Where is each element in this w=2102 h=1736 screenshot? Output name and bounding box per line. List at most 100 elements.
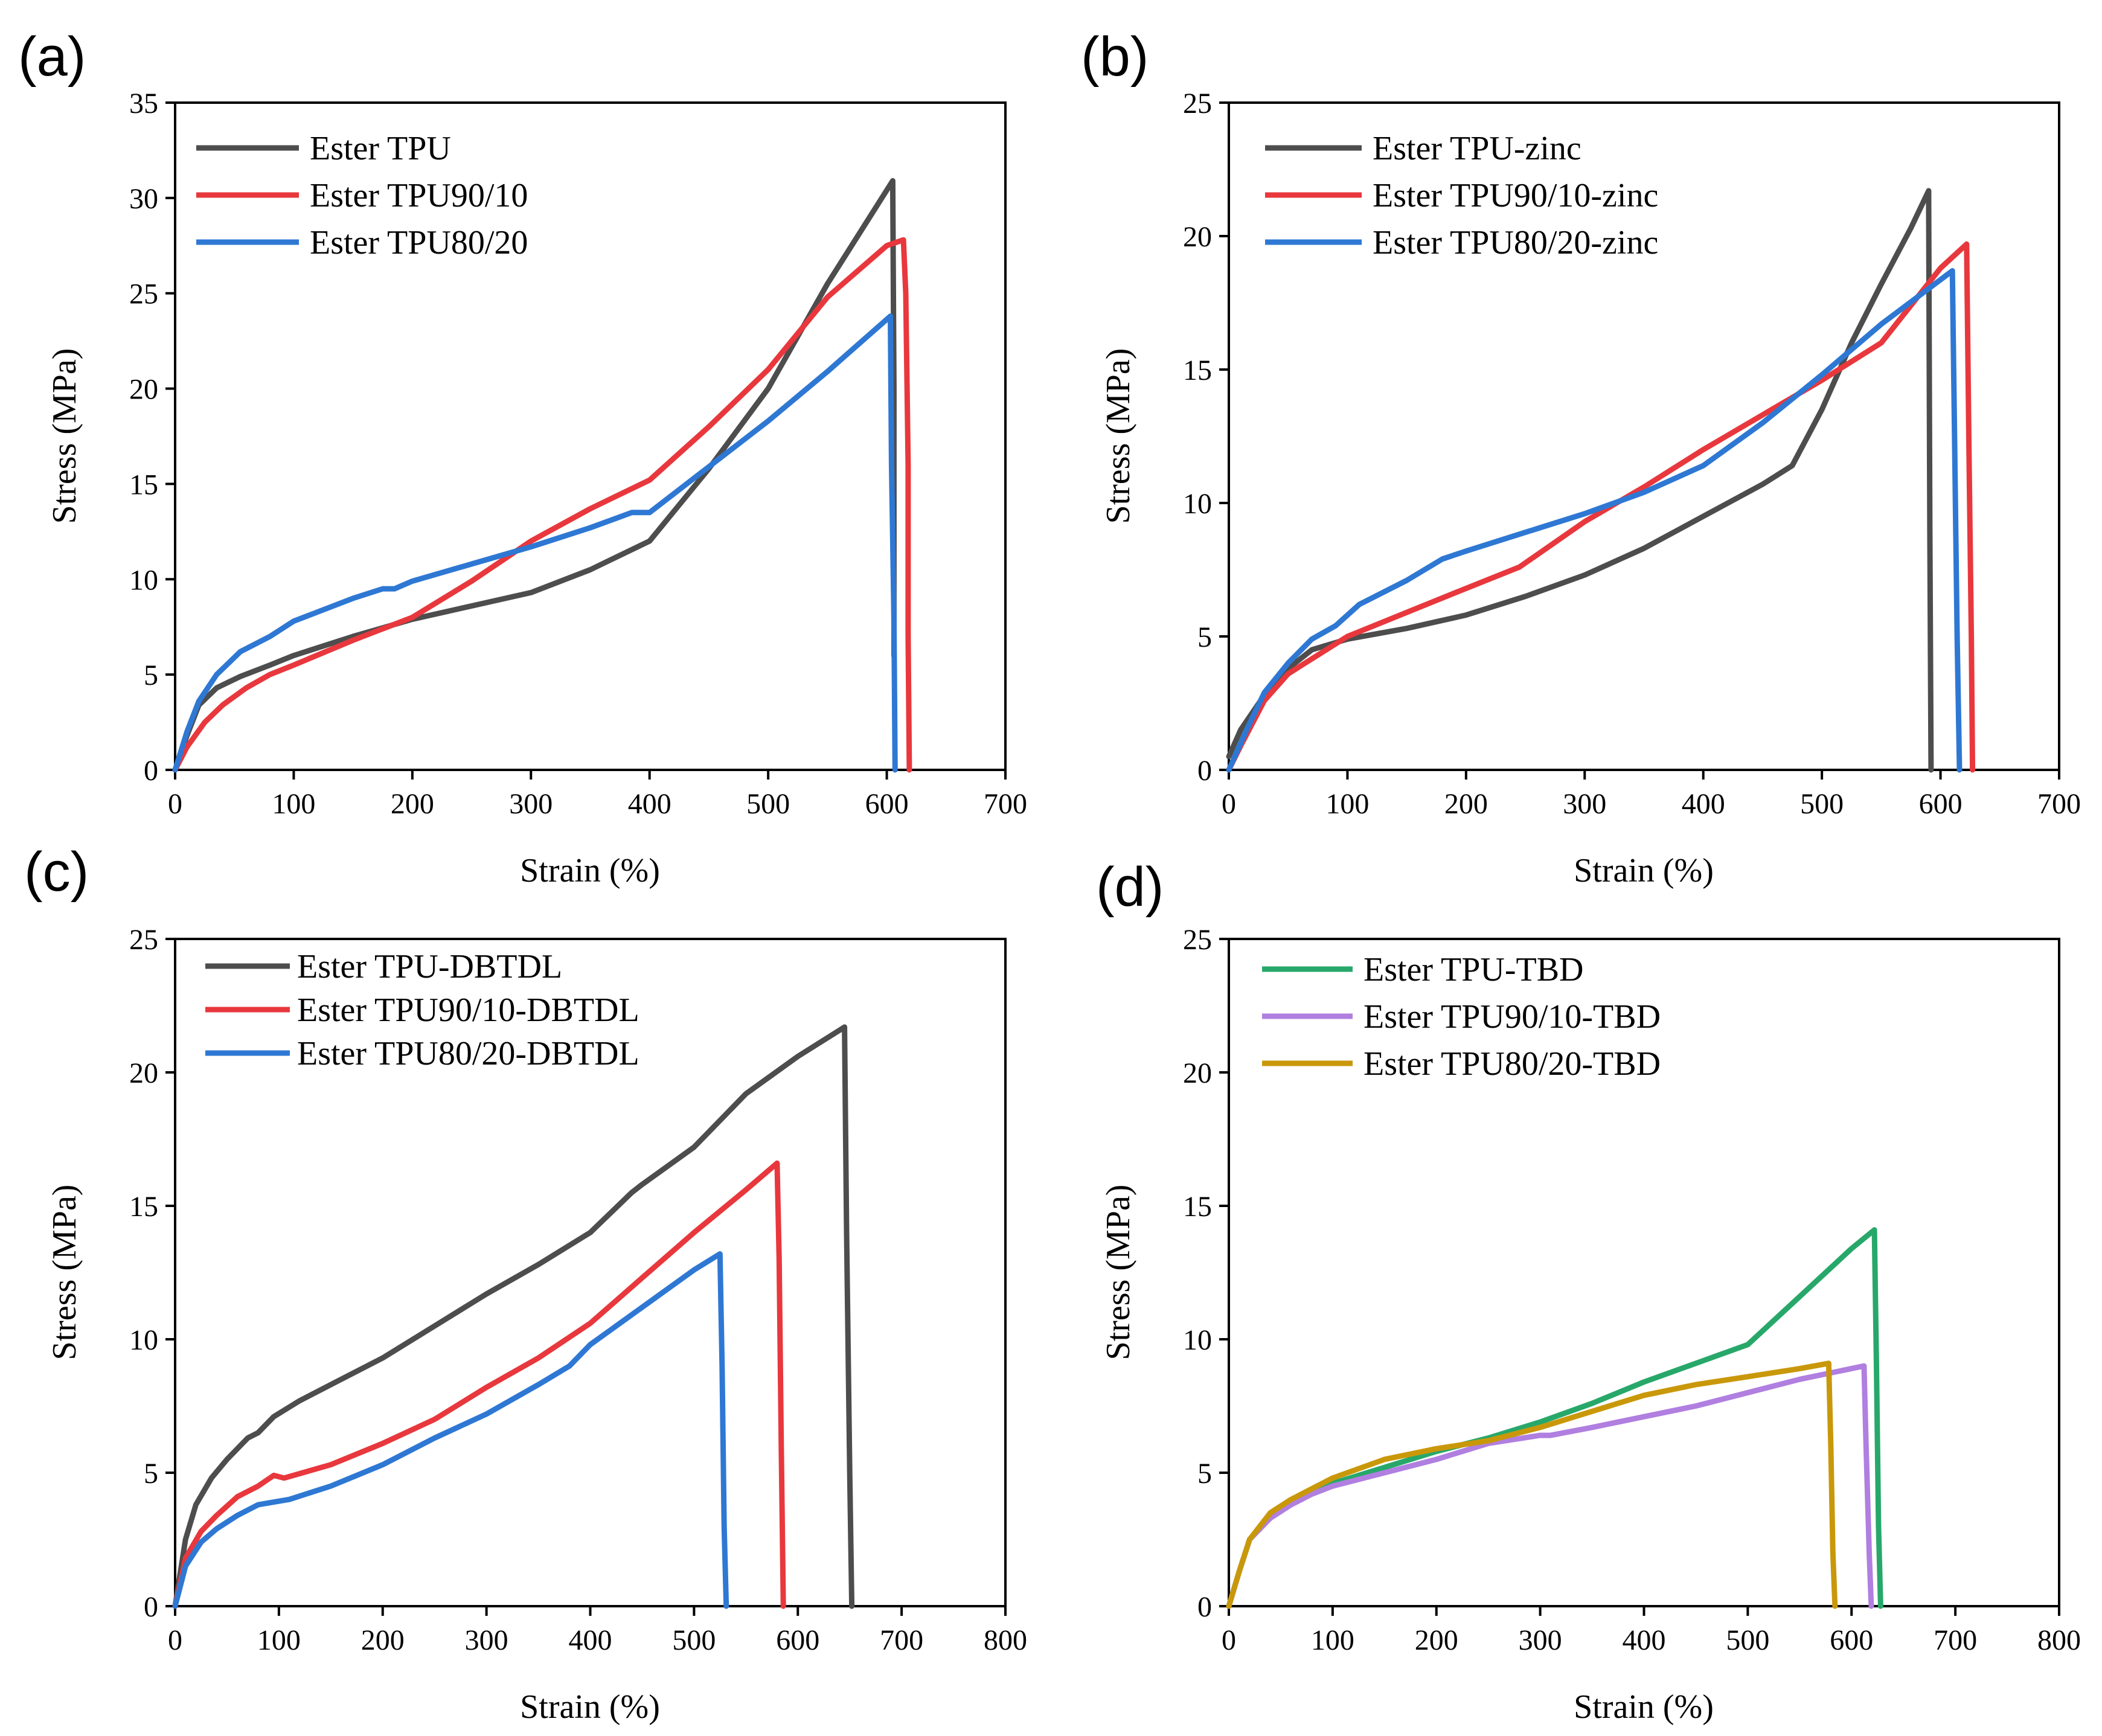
panel-label: (c)	[24, 841, 89, 903]
y-tick-label: 5	[1197, 621, 1212, 653]
legend-label: Ester TPU90/10-TBD	[1363, 998, 1661, 1036]
x-tick-label: 800	[2037, 1624, 2081, 1656]
x-axis-title: Strain (%)	[1574, 1688, 1714, 1726]
y-tick-label: 30	[129, 183, 158, 215]
ticks: 0 100 200 300 400 500 600 700 800 0 5 10 15 20 25	[1183, 924, 2081, 1656]
y-axis-title: Stress (MPa)	[46, 348, 83, 524]
series-layer	[172, 178, 912, 773]
y-axis-title: Stress (MPa)	[1100, 348, 1137, 524]
y-tick-label: 25	[129, 924, 158, 956]
plot-frame	[174, 101, 1007, 771]
x-axis-title: Strain (%)	[1574, 852, 1714, 889]
y-tick-label: 35	[129, 88, 158, 120]
x-tick-label: 200	[361, 1624, 405, 1656]
y-tick-label: 10	[1183, 1324, 1212, 1356]
x-tick-label: 600	[776, 1624, 819, 1656]
x-tick-label: 0	[168, 1624, 182, 1656]
y-tick-label: 20	[1183, 1057, 1212, 1089]
y-tick-label: 25	[1183, 924, 1212, 956]
panel-d: (d) Strain (%) Stress (MPa) 0 100 200 300 40…	[1096, 856, 2081, 1726]
x-axis-title: Strain (%)	[520, 852, 660, 889]
x-tick-label: 600	[1919, 788, 1963, 820]
series-line	[172, 237, 912, 773]
legend-label: Ester TPU80/20-TBD	[1363, 1045, 1661, 1083]
x-tick-label: 400	[1682, 788, 1725, 820]
x-tick-label: 300	[465, 1624, 508, 1656]
x-tick-label: 400	[569, 1624, 612, 1656]
x-tick-label: 500	[1726, 1624, 1769, 1656]
y-tick-label: 10	[129, 564, 158, 596]
panel-label: (b)	[1081, 26, 1149, 88]
x-tick-label: 100	[1311, 1624, 1354, 1656]
series-line	[1226, 268, 1963, 773]
legend-label: Ester TPU90/10-DBTDL	[297, 991, 639, 1029]
y-tick-label: 20	[1183, 221, 1212, 253]
y-tick-label: 20	[129, 374, 158, 406]
legend: Ester TPU-DBTDL Ester TPU90/10-DBTDL Ester…	[205, 948, 639, 1072]
series-line	[172, 1160, 786, 1609]
ticks: 0 100 200 300 400 500 600 700 0 5 10 15 20 25	[1183, 88, 2081, 820]
y-tick-label: 5	[144, 1458, 158, 1490]
plot-frame	[1228, 938, 2060, 1607]
y-tick-label: 15	[1183, 354, 1212, 386]
ticks: 0 100 200 300 400 500 600 700 800 0 5 10 15 20 25	[129, 924, 1027, 1656]
legend-label: Ester TPU-DBTDL	[297, 948, 562, 985]
series-line	[172, 1251, 729, 1609]
series-line	[1226, 1360, 1838, 1609]
series-line	[172, 178, 897, 773]
legend: Ester TPU-TBD Ester TPU90/10-TBD Ester TPU…	[1262, 951, 1661, 1083]
y-tick-label: 0	[1197, 755, 1212, 787]
y-axis-title: Stress (MPa)	[46, 1185, 83, 1360]
series-layer	[1226, 1227, 1883, 1609]
y-tick-label: 15	[129, 1191, 158, 1223]
x-tick-label: 400	[1623, 1624, 1666, 1656]
legend-label: Ester TPU80/20	[310, 224, 528, 261]
y-tick-label: 0	[144, 755, 158, 787]
y-tick-label: 25	[129, 278, 158, 310]
series-layer	[1226, 188, 1976, 773]
series-line	[172, 1024, 855, 1609]
x-tick-label: 100	[257, 1624, 301, 1656]
x-axis-title: Strain (%)	[520, 1688, 660, 1726]
x-tick-label: 700	[1934, 1624, 1977, 1656]
y-tick-label: 20	[129, 1057, 158, 1089]
series-line	[1226, 1227, 1883, 1609]
legend-label: Ester TPU90/10	[310, 177, 528, 214]
y-tick-label: 15	[129, 469, 158, 501]
ticks: 0 100 200 300 400 500 600 700 0 5 10 15 20 25 30 35	[129, 88, 1027, 820]
series-line	[1226, 188, 1934, 773]
x-tick-label: 600	[865, 788, 909, 820]
y-tick-label: 0	[1197, 1591, 1212, 1623]
x-tick-label: 800	[984, 1624, 1027, 1656]
series-line	[172, 313, 898, 773]
plot-frame	[1228, 101, 2060, 771]
y-axis-title: Stress (MPa)	[1100, 1185, 1137, 1360]
legend-label: Ester TPU90/10-zinc	[1373, 177, 1658, 214]
legend-label: Ester TPU-zinc	[1373, 130, 1581, 167]
legend-label: Ester TPU80/20-zinc	[1373, 224, 1658, 261]
x-tick-label: 200	[1415, 1624, 1458, 1656]
x-tick-label: 400	[628, 788, 671, 820]
panel-b: (b) Strain (%) Stress (MPa) 0 100 200 300 40…	[1081, 26, 2081, 889]
legend-label: Ester TPU80/20-DBTDL	[297, 1035, 639, 1072]
panel-a: (a) Strain (%) Stress (MPa) 0 100 200 300 40…	[18, 26, 1027, 889]
legend-label: Ester TPU	[310, 130, 451, 167]
x-tick-label: 700	[2037, 788, 2081, 820]
series-line	[1226, 1363, 1874, 1609]
x-tick-label: 300	[509, 788, 553, 820]
x-tick-label: 500	[746, 788, 790, 820]
x-tick-label: 0	[168, 788, 182, 820]
x-tick-label: 700	[984, 788, 1027, 820]
x-tick-label: 0	[1222, 788, 1236, 820]
panel-c: (c) Strain (%) Stress (MPa) 0 100 200 300 40…	[24, 841, 1027, 1726]
panel-label: (a)	[18, 26, 86, 88]
legend: Ester TPU Ester TPU90/10 Ester TPU80/20	[196, 130, 528, 261]
y-tick-label: 5	[1197, 1458, 1212, 1490]
x-tick-label: 300	[1519, 1624, 1562, 1656]
y-tick-label: 10	[129, 1324, 158, 1356]
legend-label: Ester TPU-TBD	[1363, 951, 1584, 988]
x-tick-label: 200	[1444, 788, 1488, 820]
panel-label: (d)	[1096, 856, 1164, 918]
x-tick-label: 200	[391, 788, 434, 820]
